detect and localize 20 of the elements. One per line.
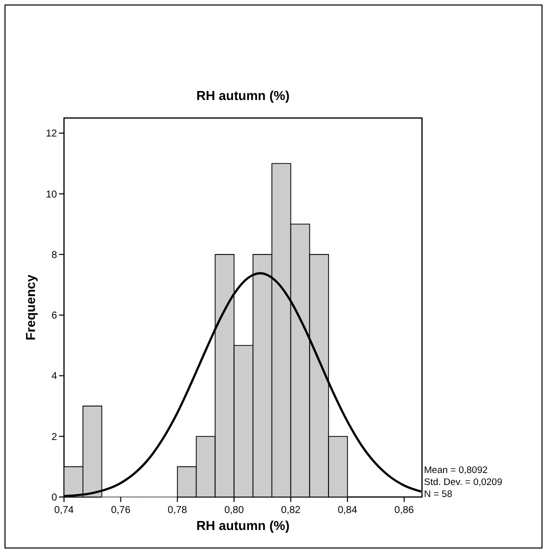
y-tick-label: 4 (51, 371, 58, 382)
text: Mean = 0,8092 (424, 465, 488, 476)
text: N = 58 (424, 489, 452, 500)
x-tick-label: 0,74 (54, 505, 74, 516)
x-tick-label: 0,76 (110, 505, 131, 516)
y-axis-title: Frequency (23, 274, 38, 340)
x-tick-label: 0,84 (338, 505, 358, 516)
x-tick-label: 0,86 (394, 505, 414, 516)
y-tick-label: 12 (46, 128, 58, 140)
x-tick-label: 0,80 (224, 505, 244, 516)
y-tick-label: 6 (51, 310, 58, 322)
x-tick-label: 0,82 (281, 505, 301, 516)
x-axis-title: RH autumn (%) (196, 518, 290, 533)
y-tick-label: 0 (51, 492, 58, 504)
chart-title: RH autumn (%) (196, 88, 290, 103)
text: Std. Dev. = 0,0209 (424, 477, 502, 488)
y-tick-label: 8 (51, 250, 58, 261)
y-tick-label: 10 (46, 189, 58, 200)
y-tick-label: 2 (51, 432, 58, 443)
x-tick-label: 0,78 (168, 505, 188, 516)
